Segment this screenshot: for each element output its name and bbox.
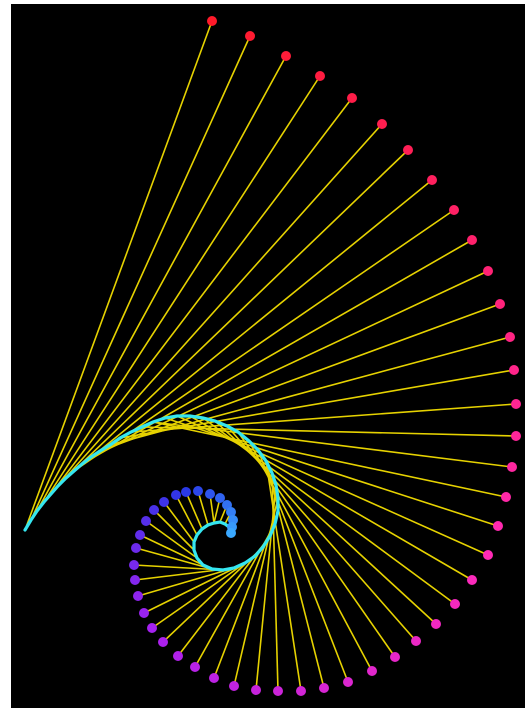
endpoint-dot: [215, 493, 225, 503]
endpoint-dot: [193, 486, 203, 496]
endpoint-dot: [181, 487, 191, 497]
endpoint-dot: [507, 462, 517, 472]
string-line: [175, 494, 198, 536]
endpoint-dot: [315, 71, 325, 81]
string-line: [50, 97, 353, 495]
string-line: [153, 509, 195, 551]
string-line: [24, 20, 213, 531]
endpoint-dot: [281, 51, 291, 61]
endpoint-dot: [449, 205, 459, 215]
endpoint-dot: [493, 521, 503, 531]
endpoint-dot: [190, 662, 200, 672]
endpoint-dot: [403, 145, 413, 155]
endpoint-dot: [501, 492, 511, 502]
endpoint-dot: [158, 637, 168, 647]
string-line: [133, 564, 224, 571]
endpoint-dot: [483, 266, 493, 276]
spiral-curve: [23, 414, 280, 572]
string-line: [176, 415, 489, 556]
string-line: [36, 55, 287, 512]
endpoint-dot: [135, 530, 145, 540]
endpoint-dot: [427, 175, 437, 185]
endpoint-dot: [147, 623, 157, 633]
string-lines: [24, 20, 517, 692]
endpoint-dot: [131, 543, 141, 553]
endpoint-dot: [467, 575, 477, 585]
endpoint-dot: [205, 489, 215, 499]
endpoint-dot: [367, 666, 377, 676]
endpoint-dot: [139, 608, 149, 618]
string-line: [163, 501, 195, 543]
endpoint-dot: [495, 299, 505, 309]
string-line: [43, 75, 321, 503]
string-line: [265, 460, 325, 689]
string-line: [57, 123, 383, 487]
endpoint-dot: [483, 550, 493, 560]
endpoint-dot: [171, 490, 181, 500]
string-line: [30, 35, 251, 521]
endpoint-dot: [511, 431, 521, 441]
endpoint-dot: [509, 365, 519, 375]
endpoint-dot: [319, 683, 329, 693]
endpoint-dot: [273, 686, 283, 696]
endpoint-dot: [209, 673, 219, 683]
endpoint-dot: [229, 681, 239, 691]
endpoint-dot: [207, 16, 217, 26]
endpoint-dot: [133, 591, 143, 601]
endpoint-dot: [505, 332, 515, 342]
string-line: [57, 149, 409, 487]
endpoint-dot: [173, 651, 183, 661]
string-line: [197, 490, 209, 526]
string-line: [185, 491, 203, 530]
string-line: [143, 562, 246, 614]
endpoint-dot: [251, 685, 261, 695]
string-line: [202, 417, 456, 605]
endpoint-dot: [450, 599, 460, 609]
endpoint-dot: [411, 636, 421, 646]
endpoint-dot: [431, 619, 441, 629]
endpoint-dots: [129, 16, 521, 696]
string-line: [99, 303, 501, 452]
string-line: [135, 547, 213, 570]
endpoint-dot: [149, 505, 159, 515]
endpoint-dot: [343, 677, 353, 687]
string-line: [265, 460, 302, 692]
endpoint-dot: [296, 686, 306, 696]
endpoint-dot: [226, 528, 236, 538]
string-line: [90, 270, 489, 458]
endpoint-dot: [141, 516, 151, 526]
endpoint-dot: [511, 399, 521, 409]
endpoint-dot: [390, 652, 400, 662]
endpoint-dot: [159, 497, 169, 507]
endpoint-dot: [130, 575, 140, 585]
endpoint-dot: [347, 93, 357, 103]
endpoint-dot: [245, 31, 255, 41]
string-line: [137, 567, 235, 597]
string-line: [255, 484, 277, 691]
string-line: [145, 520, 198, 559]
endpoint-dot: [226, 507, 236, 517]
string-line: [214, 420, 437, 625]
string-line: [139, 534, 204, 566]
endpoint-dot: [467, 235, 477, 245]
string-line: [65, 179, 433, 479]
endpoint-dot: [129, 560, 139, 570]
endpoint-dot: [377, 119, 387, 129]
string-line: [152, 421, 507, 498]
